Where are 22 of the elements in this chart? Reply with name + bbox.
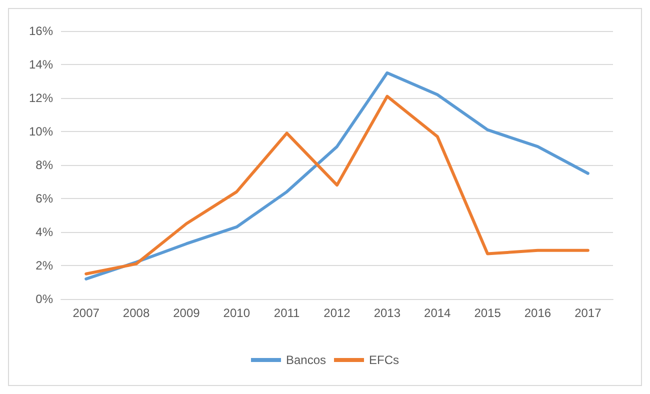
x-tick-label: 2008	[122, 306, 150, 320]
x-tick-label: 2012	[324, 306, 351, 320]
x-tick-label: 2013	[374, 306, 401, 320]
y-tick-label: 4%	[36, 225, 54, 239]
x-tick-label: 2009	[173, 306, 200, 320]
x-tick-label: 2015	[474, 306, 502, 320]
x-tick-label: 2007	[72, 306, 100, 320]
x-tick-label: 2011	[274, 306, 300, 320]
legend-label: Bancos	[286, 353, 326, 367]
x-tick-label: 2017	[574, 306, 602, 320]
legend-label: EFCs	[369, 353, 400, 367]
y-tick-label: 2%	[36, 258, 54, 272]
x-tick-label: 2016	[524, 306, 552, 320]
y-tick-label: 16%	[28, 24, 54, 38]
y-tick-label: 8%	[36, 158, 54, 172]
y-tick-label: 12%	[28, 91, 54, 105]
y-tick-label: 6%	[36, 192, 54, 206]
y-tick-label: 14%	[28, 58, 54, 72]
y-tick-label: 10%	[28, 124, 54, 138]
y-tick-label: 0%	[36, 292, 54, 306]
x-tick-label: 2010	[223, 306, 250, 320]
x-tick-label: 2014	[424, 306, 452, 320]
